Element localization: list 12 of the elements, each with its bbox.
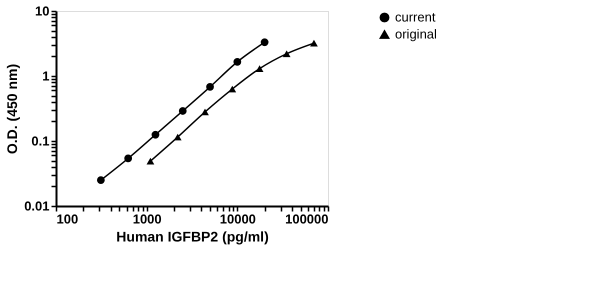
y-tick-label: 0.01	[24, 198, 50, 214]
legend-label: current	[395, 10, 436, 24]
x-axis-title: Human IGFBP2 (pg/ml)	[116, 228, 269, 244]
x-tick-label: 1000	[132, 212, 162, 226]
y-tick-label: 1	[42, 68, 50, 84]
y-tick-label: 0.1	[31, 134, 50, 148]
y-axis-title: O.D. (450 nm)	[4, 64, 20, 154]
x-tick-label: 10000	[220, 212, 256, 226]
x-tick-label: 100	[56, 212, 78, 226]
legend-label: original	[395, 26, 438, 42]
y-tick-label: 10	[35, 4, 50, 18]
x-tick-label: 100000	[285, 212, 328, 226]
